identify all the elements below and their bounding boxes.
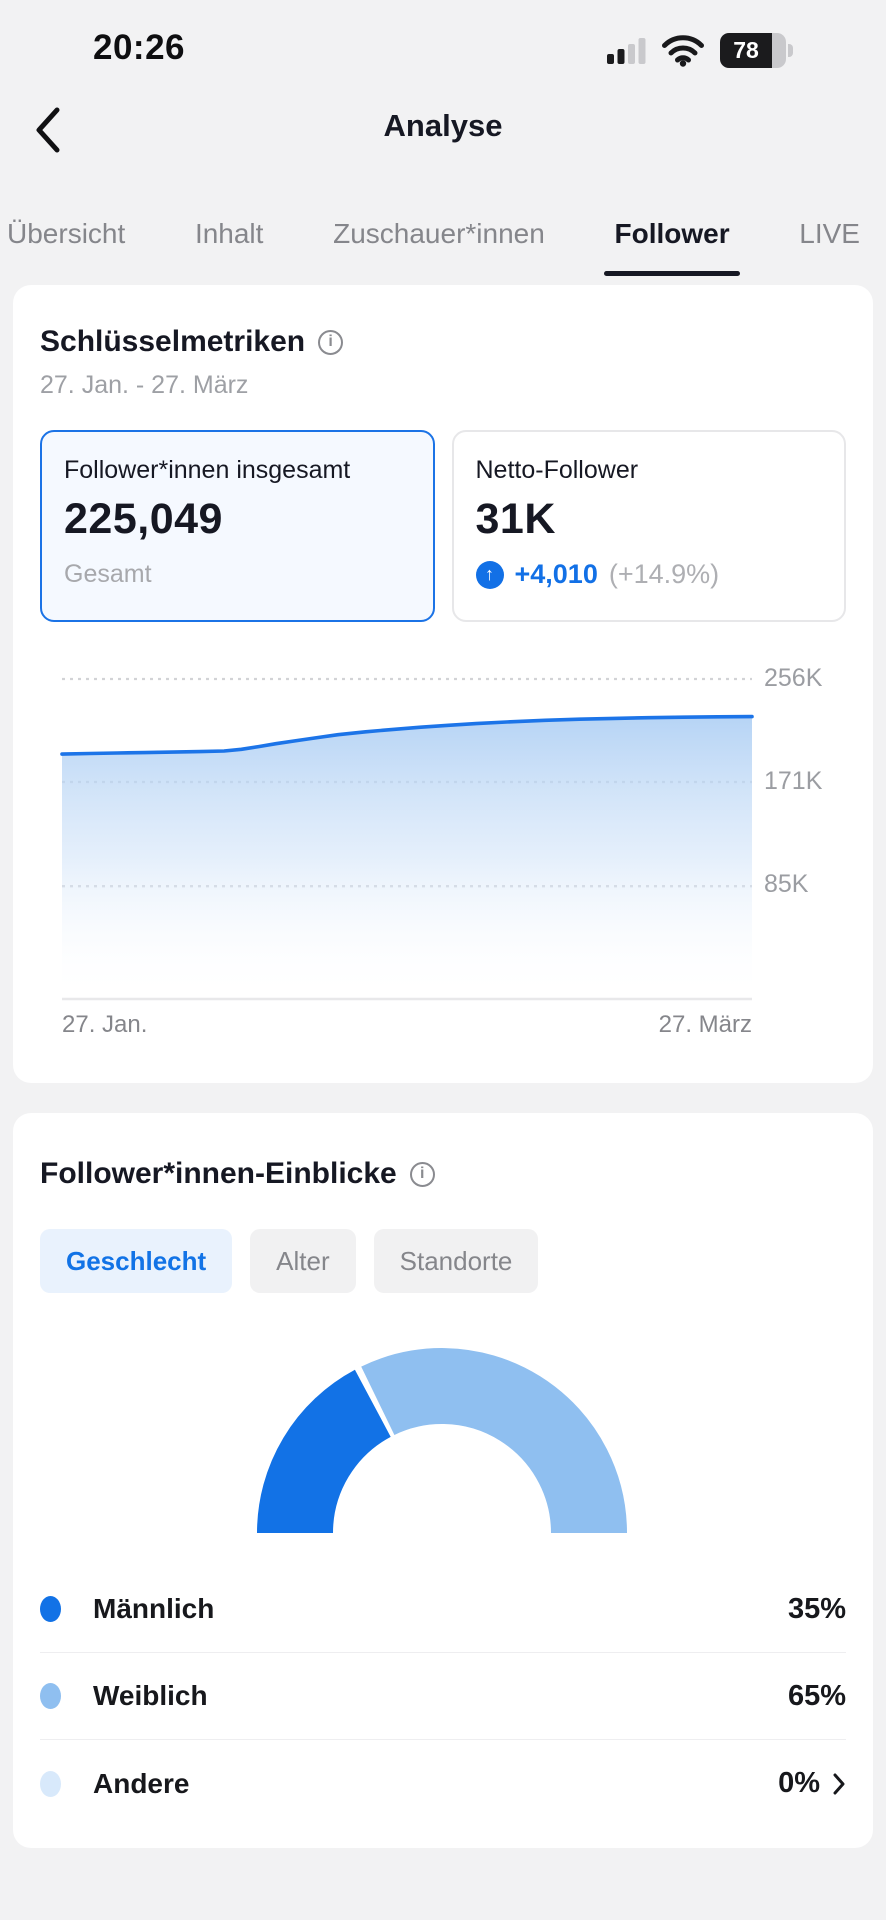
other-dot-icon [40, 1770, 61, 1797]
arrow-up-circle-icon: ↑ [475, 560, 504, 589]
delta-percent: (+14.9%) [608, 559, 720, 589]
status-bar: 20:26 78 [0, 0, 886, 86]
follower-insights-card: Follower*innen-Einblicke i Geschlecht Al… [13, 1113, 873, 1848]
metric-value: 225,049 [64, 495, 223, 543]
tab-uebersicht[interactable]: Übersicht [7, 218, 126, 249]
x-label-start: 27. Jan. [62, 1011, 148, 1038]
info-icon[interactable]: i [409, 1161, 435, 1187]
legend-row-weiblich: Weiblich 65% [40, 1653, 846, 1740]
delta-value: +4,010 [514, 559, 598, 589]
clock: 20:26 [93, 28, 186, 67]
x-label-end: 27. März [658, 1011, 752, 1038]
legend-label: Männlich [93, 1593, 215, 1624]
pill-standorte[interactable]: Standorte [373, 1229, 539, 1293]
legend-label: Weiblich [93, 1680, 208, 1711]
tab-inhalt[interactable]: Inhalt [194, 218, 264, 249]
chevron-left-icon [36, 107, 60, 152]
back-button[interactable] [28, 106, 68, 156]
insights-filter-pills: Geschlecht Alter Standorte [40, 1229, 846, 1293]
tab-follower[interactable]: Follower [604, 200, 740, 280]
male-dot-icon [40, 1596, 61, 1622]
legend-row-andere[interactable]: Andere 0% [40, 1740, 846, 1827]
metric-card-net-followers[interactable]: Netto-Follower 31K ↑ +4,010 (+14.9%) [451, 430, 846, 622]
pill-alter[interactable]: Alter [250, 1229, 356, 1293]
chevron-right-icon [833, 1773, 845, 1794]
donut-chart-svg [257, 1348, 627, 1535]
followers-area-chart[interactable]: 256K 171K 85K 27. Jan. 27. März [40, 649, 846, 1044]
cellular-signal-icon [607, 37, 646, 64]
tab-zuschauerinnen[interactable]: Zuschauer*innen [333, 218, 545, 249]
key-metrics-title: Schlüsselmetriken [40, 325, 306, 358]
legend-value: 65% [787, 1679, 846, 1712]
battery-nub [788, 44, 793, 57]
y-tick-256k: 256K [764, 664, 823, 692]
gender-legend: Männlich 35% Weiblich 65% Andere 0% [40, 1566, 846, 1827]
battery-icon: 78 [720, 33, 793, 68]
date-range: 27. Jan. - 27. März [40, 371, 249, 399]
y-tick-171k: 171K [764, 767, 823, 795]
pill-geschlecht[interactable]: Geschlecht [40, 1229, 233, 1293]
nav-header: Analyse [0, 96, 886, 166]
status-icons: 78 [607, 33, 793, 68]
tab-live[interactable]: LIVE [799, 218, 860, 249]
female-dot-icon [40, 1683, 61, 1709]
key-metrics-card: Schlüsselmetriken i 27. Jan. - 27. März … [13, 285, 873, 1083]
gender-donut-chart [40, 1348, 846, 1538]
legend-value: 0% [778, 1767, 820, 1799]
battery-percent: 78 [720, 33, 772, 68]
wifi-icon [662, 35, 704, 67]
battery-remainder [772, 33, 786, 68]
page-title: Analyse [383, 108, 503, 143]
legend-label: Andere [93, 1767, 190, 1799]
metric-card-row: Follower*innen insgesamt 225,049 Gesamt … [40, 430, 846, 622]
area-chart-svg [60, 677, 754, 1001]
insights-title-row: Follower*innen-Einblicke i [40, 1157, 846, 1191]
tab-bar: Übersicht Inhalt Zuschauer*innen Followe… [0, 200, 886, 280]
legend-value: 35% [787, 1592, 846, 1625]
metric-label: Netto-Follower [475, 456, 639, 484]
info-icon[interactable]: i [318, 329, 344, 355]
insights-title: Follower*innen-Einblicke [40, 1157, 397, 1190]
key-metrics-title-row: Schlüsselmetriken i [40, 325, 846, 359]
metric-sub: Gesamt [64, 560, 152, 588]
metric-delta: ↑ +4,010 (+14.9%) [475, 559, 823, 590]
metric-label: Follower*innen insgesamt [64, 456, 351, 484]
legend-row-maennlich: Männlich 35% [40, 1566, 846, 1653]
y-tick-85k: 85K [764, 870, 809, 898]
metric-value: 31K [475, 495, 556, 543]
metric-card-total-followers[interactable]: Follower*innen insgesamt 225,049 Gesamt [40, 430, 435, 622]
